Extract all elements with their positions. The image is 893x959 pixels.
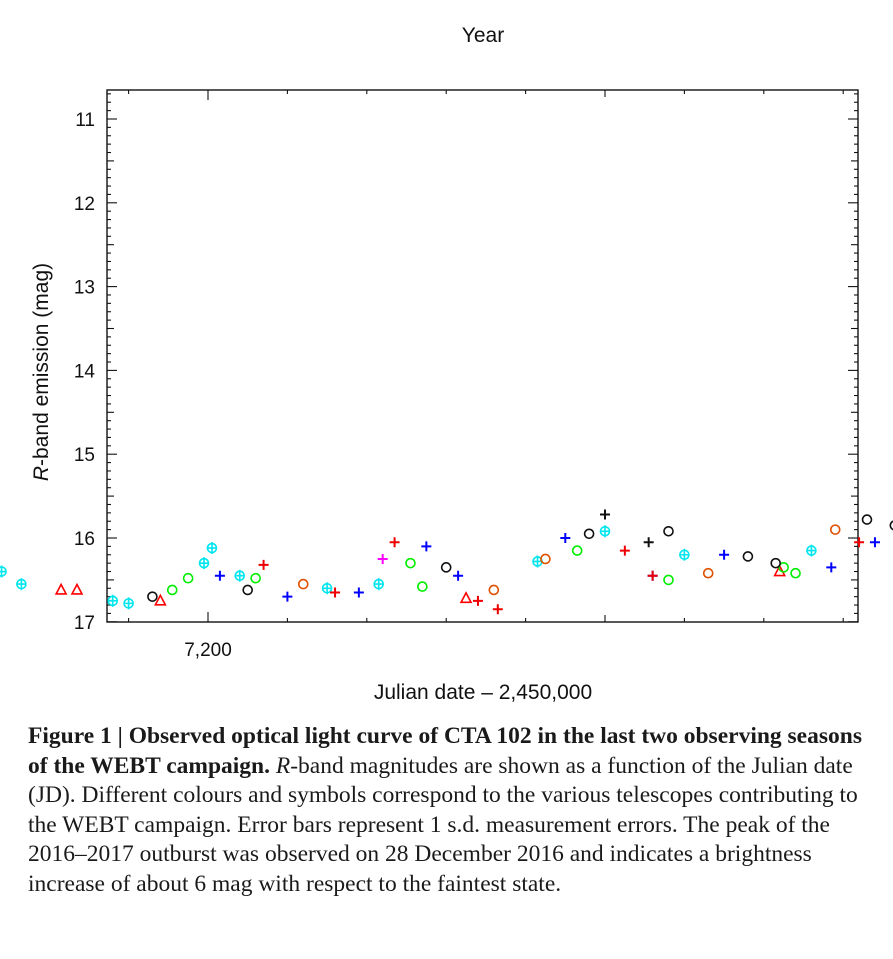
data-point-circle	[417, 581, 428, 592]
data-point-circle	[583, 528, 595, 540]
data-point-circle	[182, 572, 194, 584]
data-point-circle	[488, 584, 500, 596]
data-point-circle-cross	[806, 544, 817, 557]
data-point-circle	[790, 567, 801, 579]
data-point-circle-cross	[206, 542, 218, 555]
y-axis-label: R-band emission (mag)	[30, 263, 53, 481]
y-tick-label: 12	[74, 194, 95, 215]
data-point-circle	[778, 562, 789, 573]
light-curve-chart: Year 20162017 7,2007,4007,6007,800 11121…	[0, 24, 893, 704]
data-point-circle-cross	[599, 525, 611, 538]
data-point-circle	[166, 584, 178, 596]
y-tick-label: 15	[74, 445, 95, 466]
data-point-circle	[242, 584, 253, 596]
data-point-plus	[854, 537, 865, 548]
data-point-plus	[258, 559, 269, 570]
data-point-circle	[889, 520, 893, 531]
data-point-circle-cross	[234, 569, 246, 582]
figure-caption: Figure 1 | Observed optical light curve …	[28, 722, 878, 899]
data-point-plus	[869, 537, 880, 548]
y-axis-tick-labels: 11 12 13 14 15 16 17	[74, 110, 96, 634]
data-point-circle-cross	[123, 597, 134, 610]
data-point-circle	[250, 572, 261, 584]
data-point-circle	[405, 557, 416, 569]
data-point-circle-cross	[373, 578, 385, 591]
data-point-circle	[742, 551, 754, 562]
data-point-triangle	[773, 564, 787, 577]
data-point-plus	[647, 570, 658, 581]
plot-border	[106, 89, 859, 623]
data-point-circle	[571, 545, 583, 556]
caption-text: -band magnitudes are shown as a function…	[28, 752, 858, 897]
data-point-circle-cross	[198, 557, 210, 570]
data-point-triangle	[70, 582, 84, 595]
data-point-plus	[472, 595, 483, 606]
y-axis-label-r: R	[30, 466, 53, 481]
y-tick-label: 17	[74, 613, 95, 634]
data-point-triangle	[54, 582, 68, 595]
data-point-circle-cross	[0, 565, 7, 578]
axis-ticks	[107, 90, 858, 623]
data-point-plus	[282, 591, 293, 602]
data-point-circle-cross	[107, 594, 119, 607]
data-point-circle	[147, 591, 158, 602]
top-axis-label: Year	[462, 24, 504, 47]
data-point-plus	[377, 553, 388, 564]
caption-italic-r: R	[275, 752, 291, 779]
data-point-circle	[663, 525, 674, 537]
y-axis-label-rest: -band emission (mag)	[30, 263, 53, 466]
data-point-circle-cross	[16, 578, 27, 591]
y-tick-label: 16	[74, 529, 95, 550]
data-point-circle-cross	[679, 548, 690, 561]
y-tick-label: 13	[74, 278, 95, 299]
data-point-plus	[389, 537, 400, 548]
data-point-plus	[600, 509, 610, 520]
data-points	[0, 509, 893, 615]
x-tick-label: 7,200	[184, 640, 232, 661]
data-point-circle-cross	[321, 582, 333, 595]
y-tick-label: 11	[75, 110, 95, 131]
data-point-circle	[540, 553, 551, 565]
data-point-plus	[453, 570, 464, 581]
data-point-circle	[297, 578, 309, 590]
data-point-plus	[214, 570, 225, 581]
data-point-plus	[560, 533, 571, 543]
x-axis-tick-labels: 7,2007,4007,6007,800	[184, 640, 232, 661]
data-point-plus	[353, 587, 364, 598]
data-point-triangle	[154, 593, 167, 606]
data-point-circle	[440, 562, 452, 573]
data-point-triangle	[459, 591, 473, 604]
y-tick-label: 14	[74, 361, 96, 382]
data-point-circle	[861, 514, 873, 525]
plot-frame	[106, 89, 859, 623]
data-point-circle	[829, 524, 841, 535]
data-point-plus	[619, 545, 630, 556]
data-point-plus	[492, 604, 503, 615]
data-point-plus	[826, 562, 837, 573]
x-axis-label: Julian date – 2,450,000	[374, 681, 592, 704]
data-point-plus	[421, 541, 432, 552]
data-point-circle	[702, 567, 714, 579]
data-point-circle	[663, 574, 674, 586]
data-point-plus	[719, 549, 730, 560]
data-point-plus	[330, 587, 341, 598]
data-point-plus	[643, 537, 654, 548]
data-point-circle	[770, 557, 782, 569]
caption-bold: Figure 1 | Observed optical light curve …	[28, 723, 862, 779]
